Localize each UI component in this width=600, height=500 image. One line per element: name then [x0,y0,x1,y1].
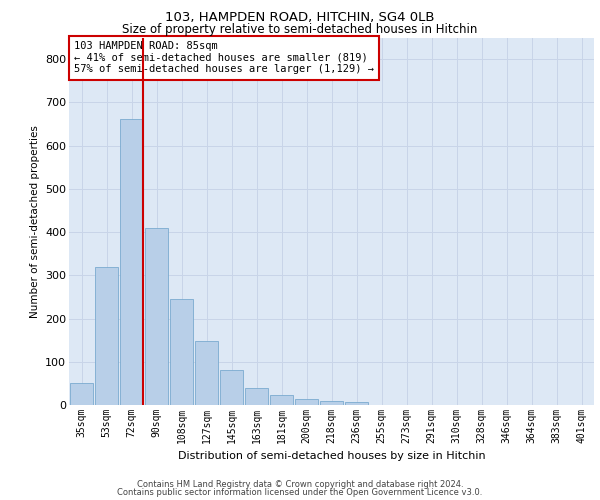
Bar [295,400,319,405]
Bar [344,402,368,405]
Bar [320,400,343,405]
Y-axis label: Number of semi-detached properties: Number of semi-detached properties [29,125,40,318]
Bar [245,388,268,405]
Text: Contains public sector information licensed under the Open Government Licence v3: Contains public sector information licen… [118,488,482,497]
Text: 103 HAMPDEN ROAD: 85sqm
← 41% of semi-detached houses are smaller (819)
57% of s: 103 HAMPDEN ROAD: 85sqm ← 41% of semi-de… [74,41,374,74]
Bar [119,119,143,405]
Bar [70,382,94,405]
Bar [220,370,244,405]
Text: Size of property relative to semi-detached houses in Hitchin: Size of property relative to semi-detach… [122,22,478,36]
Bar [170,299,193,405]
Text: 103, HAMPDEN ROAD, HITCHIN, SG4 0LB: 103, HAMPDEN ROAD, HITCHIN, SG4 0LB [165,11,435,24]
Bar [269,395,293,405]
Bar [194,341,218,405]
Bar [95,266,118,405]
X-axis label: Distribution of semi-detached houses by size in Hitchin: Distribution of semi-detached houses by … [178,452,485,462]
Bar [145,228,169,405]
Text: Contains HM Land Registry data © Crown copyright and database right 2024.: Contains HM Land Registry data © Crown c… [137,480,463,489]
